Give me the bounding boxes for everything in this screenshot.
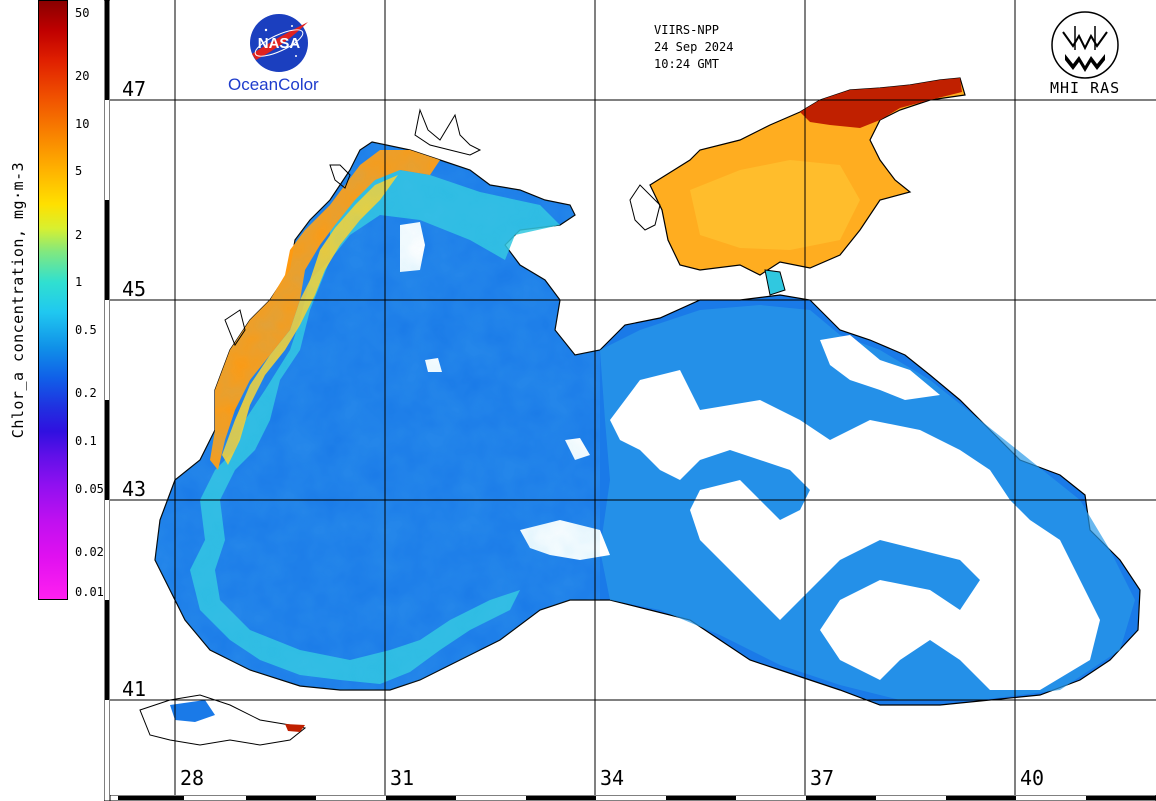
colorbar-tick-label: 1: [75, 275, 83, 290]
colorbar-tick-label: 0.2: [75, 386, 97, 401]
sea-of-marmara: [139, 694, 307, 746]
left-ruler: [104, 0, 110, 801]
mhi-ras-text: MHI RAS: [1050, 79, 1121, 97]
azov-north-bloom: [800, 78, 962, 128]
colorbar-tick-label: 0.02: [75, 545, 104, 560]
sensor-name: VIIRS-NPP: [654, 23, 720, 37]
colorbar-tick-label: 0.5: [75, 323, 97, 338]
lon-label-34: 34: [598, 766, 627, 790]
colorbar-tick-label: 10: [75, 116, 90, 131]
colorbar-tick-label: 50: [75, 5, 90, 20]
colorbar-tick-label: 0.01: [75, 585, 104, 599]
azov-center: [690, 160, 860, 250]
lat-label-43: 43: [120, 477, 149, 501]
lon-label-31: 31: [388, 766, 417, 790]
info-block: VIIRS-NPP 24 Sep 2024 10:24 GMT: [654, 22, 733, 73]
chlorophyll-map: [110, 0, 1156, 795]
colorbar-tick-label: 0.1: [75, 434, 97, 449]
colorbar: [38, 0, 68, 600]
colorbar-tick-label: 5: [75, 164, 83, 179]
lon-label-37: 37: [808, 766, 837, 790]
image-date: 24 Sep 2024: [654, 40, 734, 54]
mhi-logo: [1051, 11, 1119, 79]
cloud-east-2: [820, 335, 940, 400]
colorbar-title-text: Chlor_a concentration, mg·m-3: [9, 161, 27, 439]
oceancolor-text: OceanColor: [228, 75, 319, 94]
lon-label-28: 28: [178, 766, 207, 790]
image-time: 10:24 GMT: [654, 57, 720, 71]
lat-label-47: 47: [120, 77, 149, 101]
lat-label-45: 45: [120, 277, 149, 301]
bottom-ruler: [110, 795, 1156, 801]
colorbar-tick-label: 0.05: [75, 481, 104, 496]
cloud-east: [610, 370, 1100, 690]
kerch-strait: [764, 269, 786, 296]
lat-label-41: 41: [120, 677, 149, 701]
colorbar-tick-label: 2: [75, 227, 83, 242]
colorbar-tick-label: 20: [75, 68, 90, 83]
graticule: [110, 0, 1156, 795]
marmara-blue: [170, 700, 215, 722]
nasa-logo: NASA: [250, 14, 308, 72]
marmara-red: [285, 724, 305, 732]
colorbar-title: Chlor_a concentration, mg·m-3: [0, 0, 36, 600]
nasa-logo-text: NASA: [258, 35, 301, 52]
lon-label-40: 40: [1018, 766, 1047, 790]
